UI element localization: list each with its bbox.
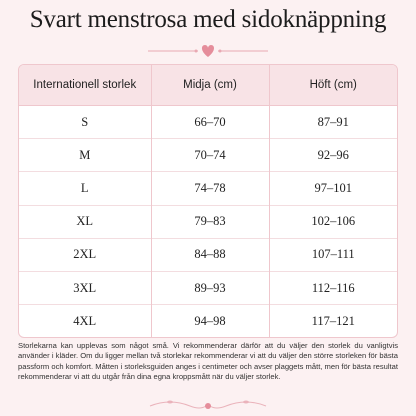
column-header: Höft (cm) bbox=[269, 65, 397, 106]
table-row: S 66–70 87–91 bbox=[19, 104, 397, 139]
table-cell: 66–70 bbox=[151, 104, 270, 139]
table-cell: 70–74 bbox=[151, 138, 270, 172]
column-header: Midja (cm) bbox=[151, 65, 270, 106]
table-cell: 79–83 bbox=[151, 204, 270, 239]
size-table: Internationell storlek Midja (cm) Höft (cm… bbox=[18, 64, 398, 338]
title: Svart menstrosa med sidoknäppning bbox=[29, 6, 387, 33]
table-row: 4XL 94–98 117–121 bbox=[19, 304, 397, 337]
table: Internationell storlek Midja (cm) Höft (cm… bbox=[19, 65, 397, 337]
heart-divider bbox=[148, 45, 268, 57]
table-cell: 2XL bbox=[19, 237, 152, 272]
table-cell: 107–111 bbox=[269, 237, 397, 272]
table-cell: 112–116 bbox=[269, 271, 397, 305]
table-cell: XL bbox=[19, 204, 152, 239]
table-row: 3XL 89–93 112–116 bbox=[19, 271, 397, 305]
table-cell: 74–78 bbox=[151, 171, 270, 206]
table-cell: 117–121 bbox=[269, 304, 397, 337]
table-row: L 74–78 97–101 bbox=[19, 171, 397, 206]
table-cell: 3XL bbox=[19, 271, 152, 305]
table-cell: L bbox=[19, 171, 152, 206]
table-cell: 84–88 bbox=[151, 237, 270, 272]
header-row: Internationell storlek Midja (cm) Höft (cm… bbox=[19, 65, 397, 106]
table-row: 2XL 84–88 107–111 bbox=[19, 237, 397, 272]
table-cell: 102–106 bbox=[269, 204, 397, 239]
table-cell: M bbox=[19, 138, 152, 172]
table-cell: S bbox=[19, 104, 152, 139]
flourish bbox=[149, 400, 267, 409]
table-cell: 4XL bbox=[19, 304, 152, 337]
table-cell: 87–91 bbox=[269, 104, 397, 139]
table-cell: 94–98 bbox=[151, 304, 270, 337]
table-cell: 92–96 bbox=[269, 138, 397, 172]
table-cell: 89–93 bbox=[151, 271, 270, 305]
column-header: Internationell storlek bbox=[19, 65, 152, 106]
table-cell: 97–101 bbox=[269, 171, 397, 206]
table-row: M 70–74 92–96 bbox=[19, 138, 397, 172]
footnote: Storlekarna kan upplevas som något små. … bbox=[18, 341, 398, 382]
table-row: XL 79–83 102–106 bbox=[19, 204, 397, 239]
